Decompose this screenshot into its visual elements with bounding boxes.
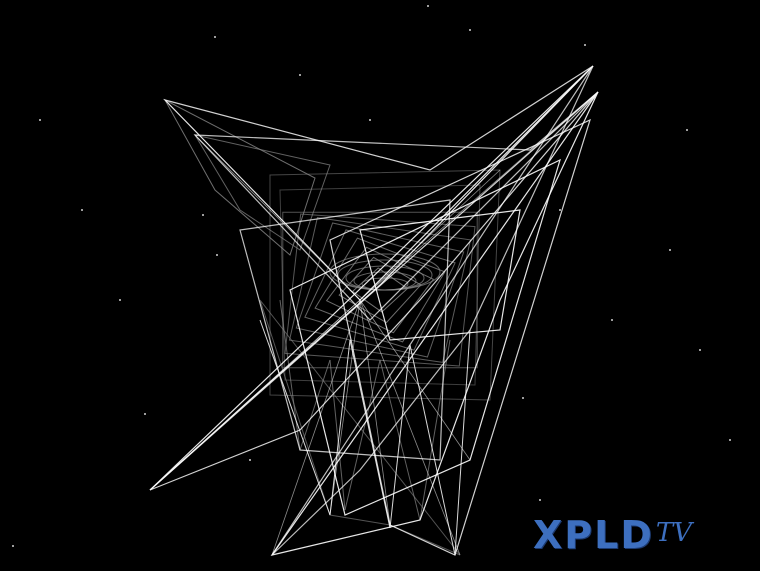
wire-ray — [249, 299, 361, 401]
wire-ray — [359, 299, 391, 526]
star — [144, 413, 146, 415]
star — [611, 319, 613, 321]
channel-logo: XPLD TV — [533, 510, 753, 554]
logo-suffix-text: TV — [655, 518, 693, 548]
wire-ray — [359, 299, 461, 556]
star — [214, 36, 216, 38]
wire-quad — [279, 184, 481, 386]
wire-quad-bright — [270, 91, 599, 556]
star — [427, 5, 429, 7]
wire-spike — [389, 344, 411, 529]
wire-spike — [329, 339, 351, 516]
logo-main-text: XPLD — [533, 513, 654, 557]
star — [12, 545, 14, 547]
wire-ray — [329, 299, 361, 516]
wire-spike — [454, 329, 471, 556]
wireframe-bright-layer — [149, 65, 599, 556]
tunnel-square — [314, 237, 446, 343]
star — [584, 44, 586, 46]
star — [202, 214, 204, 216]
wire-spike — [344, 359, 381, 511]
wire-ray — [164, 99, 361, 301]
wire-ray — [359, 299, 471, 461]
wire-ray — [359, 91, 599, 301]
star — [119, 299, 121, 301]
wire-quad — [163, 98, 316, 256]
wire-spike — [259, 319, 331, 516]
wire-ray — [194, 134, 361, 301]
wire-spike — [299, 359, 331, 451]
wire-quad — [193, 134, 331, 251]
star — [669, 249, 671, 251]
wire-quad-bright — [149, 65, 594, 491]
wire-spike — [419, 339, 451, 521]
star — [686, 129, 688, 131]
wire-ray — [271, 299, 361, 556]
tunnel-square — [325, 246, 435, 334]
star — [469, 29, 471, 31]
wire-quad-bright — [359, 209, 521, 341]
star — [539, 499, 541, 501]
wire-ray — [359, 65, 594, 301]
tunnel-square — [288, 217, 472, 363]
wire-quad-bright — [149, 91, 599, 491]
star — [559, 209, 561, 211]
star — [81, 209, 83, 211]
wire-spike — [349, 339, 391, 529]
star — [299, 74, 301, 76]
wire-quad — [259, 299, 461, 556]
starfield — [12, 5, 731, 547]
star — [729, 439, 731, 441]
star — [699, 349, 701, 351]
star — [249, 459, 251, 461]
star — [39, 119, 41, 121]
tunnel-square — [304, 229, 456, 351]
wire-spike — [329, 359, 346, 511]
star — [522, 397, 524, 399]
tunnel-square — [284, 213, 476, 367]
tunnel-square — [295, 222, 465, 358]
star — [369, 119, 371, 121]
star — [216, 254, 218, 256]
wire-spike — [409, 344, 456, 556]
wire-quad — [269, 169, 501, 401]
wire-spike — [279, 299, 301, 451]
wire-ray — [359, 169, 501, 301]
